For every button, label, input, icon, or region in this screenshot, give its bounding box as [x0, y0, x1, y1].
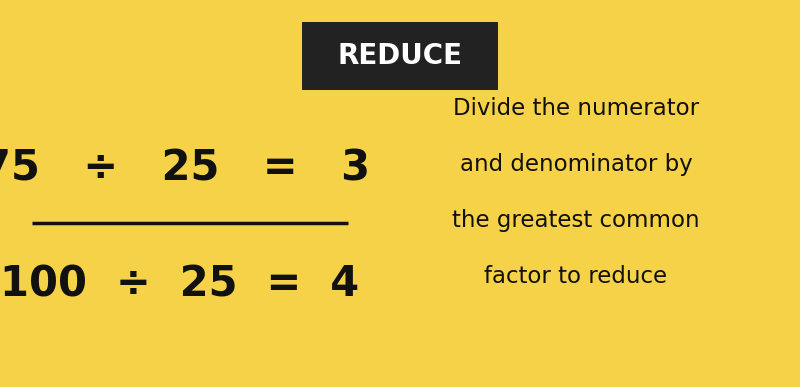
- Text: the greatest common: the greatest common: [452, 209, 700, 232]
- FancyBboxPatch shape: [302, 22, 498, 90]
- Text: factor to reduce: factor to reduce: [485, 265, 667, 288]
- Text: REDUCE: REDUCE: [338, 42, 462, 70]
- Text: 75   ÷   25   =   3: 75 ÷ 25 = 3: [0, 147, 370, 189]
- Text: Divide the numerator: Divide the numerator: [453, 97, 699, 120]
- Text: 100  ÷  25  =  4: 100 ÷ 25 = 4: [1, 264, 359, 305]
- Text: and denominator by: and denominator by: [460, 153, 692, 176]
